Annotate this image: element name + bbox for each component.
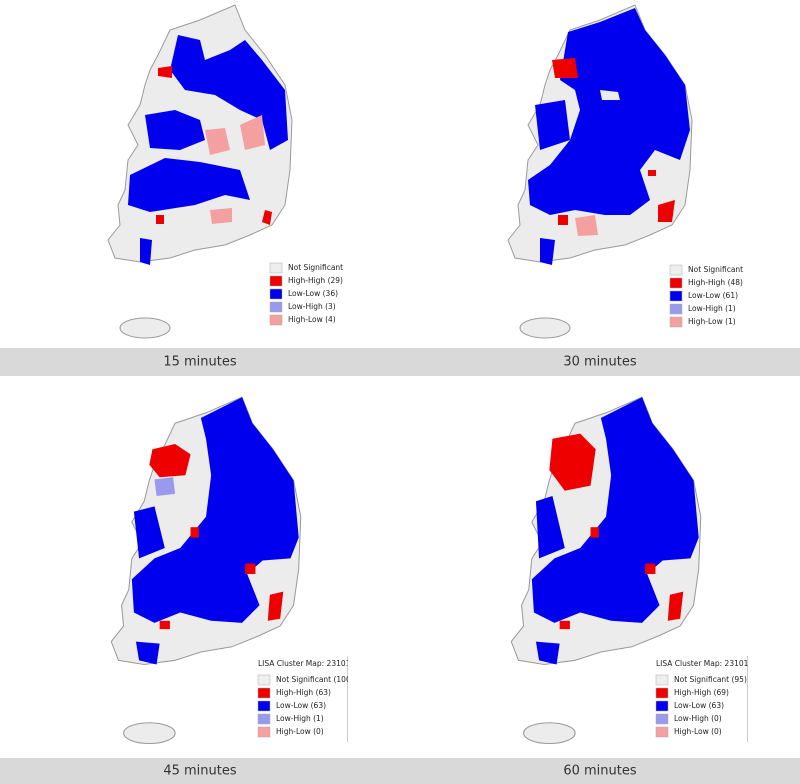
legend-swatch [257, 700, 271, 712]
legend-label: High-High (48) [688, 278, 743, 287]
legend-label: Low-High (3) [288, 302, 336, 311]
caption: 30 minutes [563, 355, 637, 370]
legend-swatch [269, 262, 283, 274]
legend-label: Low-Low (63) [276, 701, 326, 710]
caption: 15 minutes [163, 355, 237, 370]
legend-label: Low-Low (61) [688, 291, 738, 300]
legend-label: High-Low (1) [688, 317, 736, 326]
legend-swatch [655, 713, 669, 725]
legend-swatch [655, 726, 669, 738]
map-15 [107, 4, 293, 339]
legend-label: Not Significant [288, 263, 343, 272]
legend-label: High-High (29) [288, 276, 343, 285]
legend-label: Low-Low (36) [288, 289, 338, 298]
legend-label: Not Significant (95) [674, 675, 747, 684]
legend-label: Low-High (1) [688, 304, 736, 313]
legend-label: Low-High (1) [276, 714, 324, 723]
legend-swatch [669, 277, 683, 289]
caption-bar [0, 348, 400, 376]
map-60 [510, 396, 702, 745]
legend-label: Not Significant (100 [276, 675, 351, 684]
legend: Not Significant High-High (48) Low-Low (61… [669, 264, 743, 328]
legend-swatch [257, 674, 271, 686]
legend-swatch [269, 314, 283, 326]
legend: LISA Cluster Map: 23101 Not Significant (… [257, 656, 351, 742]
caption: 45 minutes [163, 764, 237, 779]
legend-label: High-High (63) [276, 688, 331, 697]
legend-label: High-High (69) [674, 688, 729, 697]
legend-swatch [257, 713, 271, 725]
legend: Not Significant High-High (29) Low-Low (36… [269, 262, 343, 326]
legend-swatch [655, 674, 669, 686]
caption-bar [400, 348, 800, 376]
legend-swatch [269, 275, 283, 287]
legend-title: LISA Cluster Map: 23101 [258, 659, 351, 668]
legend-label: High-Low (0) [276, 727, 324, 736]
captions: 15 minutes 30 minutes 45 minutes 60 minutes [0, 348, 800, 784]
legend-swatch [269, 301, 283, 313]
caption-bar [400, 758, 800, 784]
legend-swatch [669, 264, 683, 276]
legend-swatch [269, 288, 283, 300]
legend-swatch [257, 726, 271, 738]
caption: 60 minutes [563, 764, 637, 779]
caption-bar [0, 758, 400, 784]
legend-label: Low-Low (63) [674, 701, 724, 710]
map-30 [507, 4, 693, 339]
legend-swatch [669, 290, 683, 302]
legend-label: Not Significant [688, 265, 743, 274]
legend-swatch [655, 700, 669, 712]
legend-title: LISA Cluster Map: 23101 [656, 659, 749, 668]
legend-label: High-Low (4) [288, 315, 336, 324]
legend: LISA Cluster Map: 23101 Not Significant (… [655, 656, 749, 742]
legend-swatch [655, 687, 669, 699]
legend-label: Low-High (0) [674, 714, 722, 723]
legend-swatch [669, 316, 683, 328]
map-45 [110, 396, 302, 745]
legend-swatch [669, 303, 683, 315]
legends: Not Significant High-High (29) Low-Low (36… [257, 262, 749, 742]
legend-label: High-Low (0) [674, 727, 722, 736]
legend-swatch [257, 687, 271, 699]
